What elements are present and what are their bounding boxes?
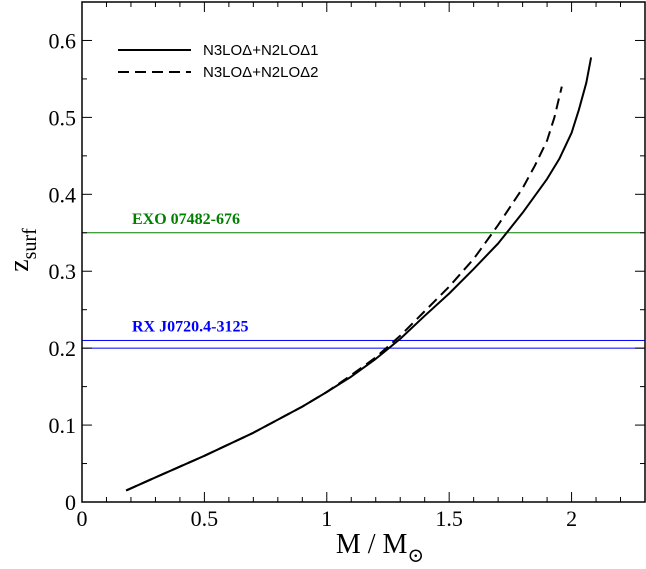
x-tick-label: 0 (77, 506, 88, 531)
x-axis-title: M / M⊙ (336, 529, 424, 567)
plot-frame (81, 1, 646, 503)
y-tick-label: 0.1 (49, 413, 77, 438)
x-tick-label: 2 (566, 506, 577, 531)
x-tick-label: 1.5 (435, 506, 463, 531)
y-tick-label: 0.3 (49, 259, 77, 284)
y-tick-label: 0.5 (49, 105, 77, 130)
x-tick-label: 1 (321, 506, 332, 531)
annotation-layer: EXO 07482-676 RX J0720.4-3125 (81, 211, 646, 349)
annotation-band-1 (81, 339, 646, 349)
series-line-1 (125, 57, 593, 492)
legend: N3LOΔ+N2LOΔ1 N3LOΔ+N2LOΔ2 (118, 42, 319, 81)
series-layer (125, 57, 593, 492)
annotation-label-0: EXO 07482-676 (132, 211, 240, 228)
legend-label-1: N3LOΔ+N2LOΔ1 (203, 42, 319, 59)
legend-label-2: N3LOΔ+N2LOΔ2 (203, 64, 319, 81)
y-tick-label: 0.4 (49, 182, 77, 207)
tick-layer: 0 0.5 1 1.5 2 0 0.1 0.2 0.3 0.4 0.5 0.6 (49, 1, 645, 531)
series-line-2 (125, 86, 563, 492)
axes-layer (81, 1, 646, 503)
y-tick-label: 0.2 (49, 336, 77, 361)
y-tick-label: 0 (65, 490, 76, 515)
x-tick-label: 0.5 (191, 506, 219, 531)
y-tick-label: 0.6 (49, 28, 77, 53)
annotation-label-1: RX J0720.4-3125 (132, 318, 248, 335)
y-axis-title: zsurf (4, 228, 41, 272)
